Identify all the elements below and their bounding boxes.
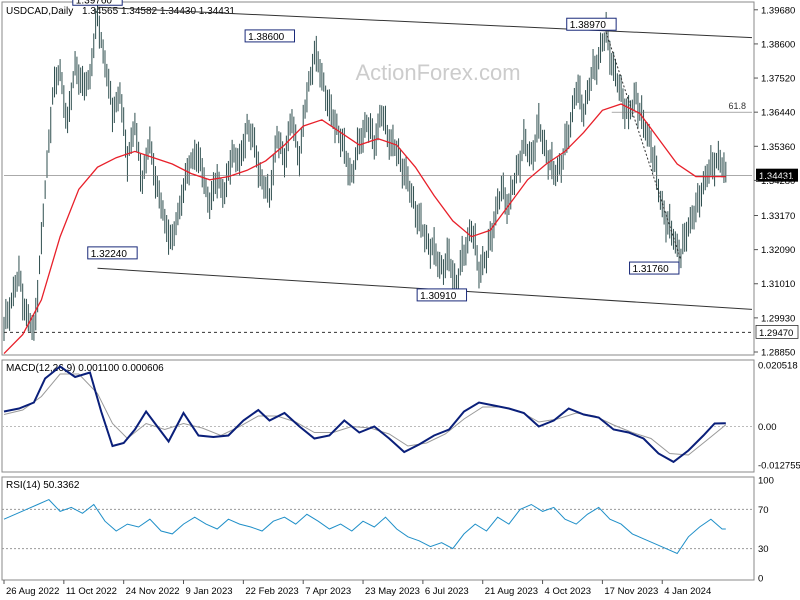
pivot-label-text: 1.38970 [570,20,607,31]
price-tick-label: 1.39680 [761,5,795,16]
price-tick-label: 1.37520 [761,74,795,85]
rsi-panel [1,476,755,581]
pivot-label: 1.39760 [72,0,123,6]
solid-trendline [97,6,753,39]
rsi-tick-label: 100 [758,476,774,487]
x-tick-label: 23 May 2023 [365,586,420,597]
rsi-layer [2,499,754,555]
x-tick-label: 4 Jan 2024 [664,586,711,597]
price-tick-label: 1.36440 [761,108,795,119]
x-tick-label: 26 Aug 2022 [6,586,59,597]
level-price-tag [755,325,799,339]
price-tick-label: 1.29930 [761,313,795,324]
pivot-label: 1.31760 [629,261,680,275]
x-tick-label: 7 Apr 2023 [305,586,351,597]
pivot-label: 1.30910 [416,288,468,302]
price-tick-label: 1.34280 [761,176,795,187]
x-tick-label: 9 Jan 2023 [186,586,233,597]
rsi-tick-label: 0 [758,574,763,585]
rsi-title: RSI(14) 50.3362 [6,480,80,491]
pivot-label-box [566,17,617,31]
price-tick-label: 1.32090 [761,245,795,256]
rsi-tick-label: 30 [758,544,769,555]
macd-title: MACD(12,26,9) 0.001100 0.000606 [6,363,164,374]
price-tick-label: 1.28850 [761,348,795,359]
price-panel [1,1,755,356]
x-tick-label: 21 Aug 2023 [485,586,538,597]
pivot-label-text: 1.39760 [76,0,113,6]
price-tick-label: 1.38600 [761,39,795,50]
macd-tick-label: -0.012755 [758,460,800,471]
macd-signal-line [3,373,727,456]
axis-layer: 1.39680 1.38600 1.37520 1.36440 1.35360 1.342… [3,5,800,597]
macd-panel [1,359,755,473]
macd-line [3,365,726,464]
pivot-label-box [244,29,296,43]
macd-tick-label: 0.020518 [758,360,798,371]
x-tick-label: 11 Oct 2022 [66,586,117,597]
x-tick-label: 4 Oct 2023 [545,586,591,597]
pivot-label-box [629,261,680,275]
current-price-tag [756,168,798,182]
pivot-label: 1.32240 [87,246,138,260]
watermark: ActionForex.com [355,60,520,85]
price-layer: 1.39760 1.38600 1.32240 1.30910 1.38970 1.317… [3,0,799,355]
x-tick-label: 22 Feb 2023 [245,586,298,597]
rsi-tick-label: 70 [758,505,769,516]
pivot-label-text: 1.31760 [633,264,670,275]
pivot-label-text: 1.38600 [248,32,285,43]
price-tick-label: 1.35360 [761,142,795,153]
price-tick-label: 1.33170 [761,211,795,222]
pivot-label-box [416,288,468,302]
chart-title: USDCAD,Daily 1.34565 1.34582 1.34430 1.3… [6,6,235,17]
ohlc-label: 1.34565 1.34582 1.34430 1.34431 [82,6,235,17]
fib-level-label: 61.8 [728,101,746,111]
rsi-line [3,499,726,555]
x-tick-label: 24 Nov 2022 [126,586,180,597]
macd-layer [2,365,754,464]
pivot-label-box [87,246,138,260]
pivot-label-text: 1.32240 [91,249,128,260]
pivot-label-box [72,0,123,6]
symbol-label: USDCAD,Daily [6,6,73,17]
moving-average-line [3,103,726,355]
pivot-label: 1.38600 [244,29,296,43]
x-tick-label: 6 Jul 2023 [425,586,469,597]
current-price-text: 1.34431 [759,171,793,182]
x-tick-label: 17 Nov 2023 [604,586,658,597]
level-price-text: 1.29470 [759,328,793,339]
pivot-label: 1.38970 [566,17,617,31]
price-tick-label: 1.31010 [761,279,795,290]
macd-tick-label: 0.00 [758,422,777,433]
pivot-label-text: 1.30910 [420,291,457,302]
